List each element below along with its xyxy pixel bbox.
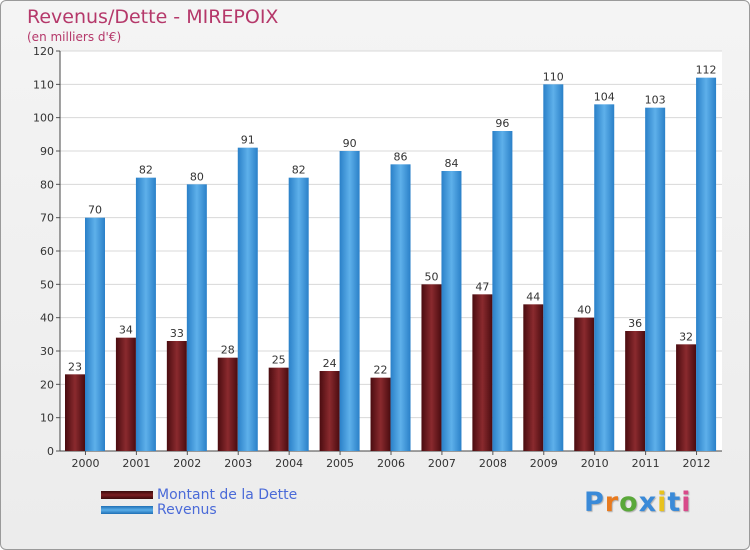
x-tick-label: 2005: [326, 457, 354, 470]
data-label-revenus-2000: 70: [88, 204, 102, 217]
data-label-dette-2009: 44: [526, 290, 540, 303]
legend: Montant de la Dette Revenus: [101, 486, 298, 518]
y-tick-label: 80: [40, 178, 54, 191]
chart-subtitle: (en milliers d'€): [27, 30, 122, 44]
bar-dette-2005: [319, 371, 340, 451]
data-label-revenus-2004: 82: [292, 164, 306, 177]
data-label-dette-2011: 36: [628, 317, 642, 330]
bar-dette-2007: [421, 284, 442, 451]
data-label-dette-2002: 33: [170, 327, 184, 340]
data-label-dette-2001: 34: [119, 324, 133, 337]
x-tick-label: 2004: [275, 457, 303, 470]
logo-letter: x: [638, 487, 658, 518]
data-label-revenus-2006: 86: [394, 150, 408, 163]
data-label-revenus-2003: 91: [241, 134, 255, 147]
bar-dette-2000: [65, 374, 85, 451]
logo-letter: i: [681, 487, 692, 518]
x-tick-label: 2001: [122, 457, 150, 470]
data-label-dette-2010: 40: [577, 304, 591, 317]
x-tick-label: 2007: [428, 457, 456, 470]
y-tick-label: 0: [47, 445, 54, 458]
bar-dette-2011: [625, 331, 646, 451]
y-tick-label: 60: [40, 245, 54, 258]
bar-revenus-2008: [492, 131, 513, 451]
legend-item-revenus: Revenus: [101, 501, 297, 518]
x-tick-label: 2000: [71, 457, 99, 470]
data-label-revenus-2007: 84: [444, 157, 458, 170]
x-tick-label: 2006: [377, 457, 405, 470]
logo-letter: r: [604, 487, 620, 518]
data-label-dette-2006: 22: [374, 364, 388, 377]
bar-revenus-2010: [594, 104, 615, 451]
bar-revenus-2011: [645, 107, 666, 452]
data-label-dette-2005: 24: [323, 357, 337, 370]
x-tick-label: 2010: [581, 457, 609, 470]
bar-revenus-2002: [186, 184, 207, 452]
data-label-revenus-2001: 82: [139, 164, 153, 177]
y-tick-label: 40: [40, 312, 54, 325]
data-label-revenus-2012: 112: [696, 64, 717, 77]
chart-title: Revenus/Dette - MIREPOIX: [27, 6, 279, 28]
x-tick-label: 2012: [683, 457, 711, 470]
data-label-dette-2007: 50: [424, 270, 438, 283]
data-label-dette-2008: 47: [475, 280, 489, 293]
legend-swatch-dette: [101, 490, 153, 499]
y-tick-label: 90: [40, 145, 54, 158]
data-label-revenus-2009: 110: [543, 70, 564, 83]
bar-revenus-2006: [390, 164, 411, 452]
x-tick-label: 2003: [224, 457, 252, 470]
y-tick-label: 120: [33, 45, 54, 58]
data-label-revenus-2005: 90: [343, 137, 357, 150]
bar-dette-2012: [676, 344, 697, 451]
y-tick-label: 50: [40, 278, 54, 291]
logo-letter: o: [619, 487, 639, 518]
data-label-revenus-2011: 103: [645, 94, 666, 107]
y-tick-label: 20: [40, 378, 54, 391]
bar-dette-2010: [574, 317, 595, 451]
bar-revenus-2001: [135, 177, 156, 451]
bar-dette-2008: [472, 294, 493, 451]
bar-dette-2004: [268, 367, 289, 451]
bar-revenus-2003: [237, 147, 258, 451]
data-label-dette-2003: 28: [221, 344, 235, 357]
bar-dette-2009: [523, 304, 544, 451]
bar-revenus-2009: [543, 84, 564, 451]
legend-item-dette: Montant de la Dette: [101, 486, 298, 503]
bar-revenus-2005: [339, 151, 360, 451]
y-tick-label: 30: [40, 345, 54, 358]
bar-revenus-2004: [288, 177, 309, 451]
x-tick-label: 2008: [479, 457, 507, 470]
bar-dette-2001: [115, 337, 136, 451]
bar-dette-2006: [370, 377, 391, 451]
x-tick-label: 2009: [530, 457, 558, 470]
data-label-dette-2004: 25: [272, 354, 286, 367]
y-tick-label: 10: [40, 412, 54, 425]
y-tick-label: 110: [33, 78, 54, 91]
data-label-dette-2012: 32: [679, 330, 693, 343]
logo-letter: i: [657, 487, 668, 518]
y-tick-label: 100: [33, 112, 54, 125]
bar-revenus-2000: [85, 217, 105, 451]
legend-swatch-revenus: [101, 505, 153, 514]
x-tick-label: 2002: [173, 457, 201, 470]
bar-dette-2002: [166, 341, 187, 451]
logo-letter: t: [667, 487, 682, 518]
data-label-revenus-2002: 80: [190, 170, 204, 183]
data-label-revenus-2008: 96: [495, 117, 509, 130]
x-tick-label: 2011: [632, 457, 660, 470]
bar-revenus-2012: [696, 77, 717, 452]
proxiti-logo: Proxiti: [584, 487, 692, 518]
y-tick-label: 70: [40, 212, 54, 225]
legend-label-revenus: Revenus: [157, 501, 217, 518]
data-label-revenus-2010: 104: [594, 90, 615, 103]
bar-revenus-2007: [441, 171, 462, 451]
legend-label-dette: Montant de la Dette: [157, 486, 298, 503]
bar-dette-2003: [217, 357, 238, 451]
logo-letter: P: [584, 487, 605, 518]
data-label-dette-2000: 23: [68, 360, 82, 373]
